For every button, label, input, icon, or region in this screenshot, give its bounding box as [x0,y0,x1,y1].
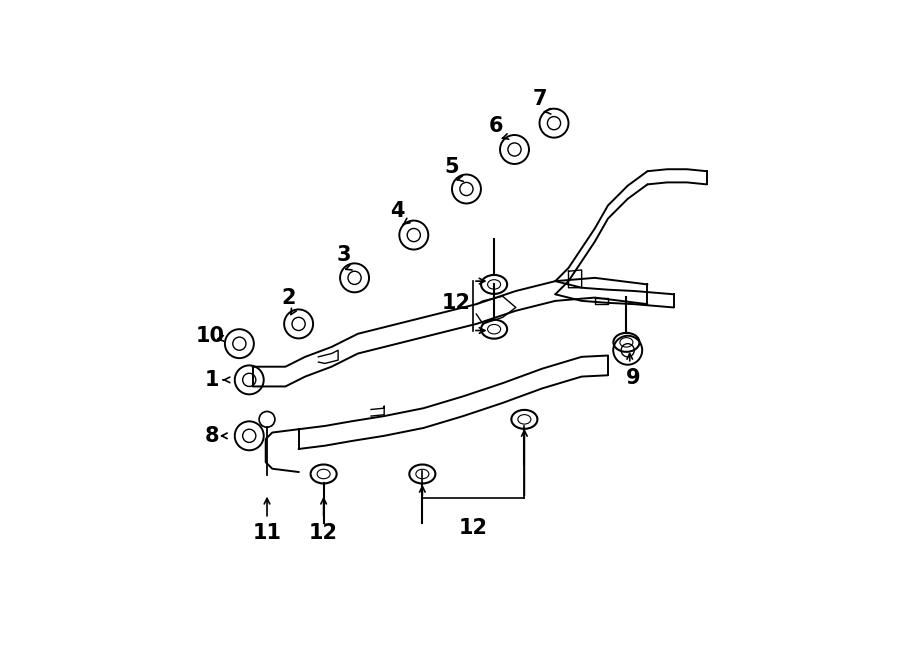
Text: 2: 2 [282,288,296,307]
Text: 12: 12 [442,293,471,313]
Text: 4: 4 [390,201,405,221]
Text: 11: 11 [253,524,282,543]
Text: 12: 12 [458,518,488,538]
Text: 1: 1 [204,370,219,390]
Text: 10: 10 [195,326,224,346]
Text: 9: 9 [626,368,640,388]
Text: 3: 3 [336,245,351,265]
Text: 7: 7 [533,89,547,109]
Text: 12: 12 [309,524,338,543]
Text: 6: 6 [489,116,503,136]
Text: 8: 8 [204,426,219,446]
Text: 5: 5 [445,157,459,177]
